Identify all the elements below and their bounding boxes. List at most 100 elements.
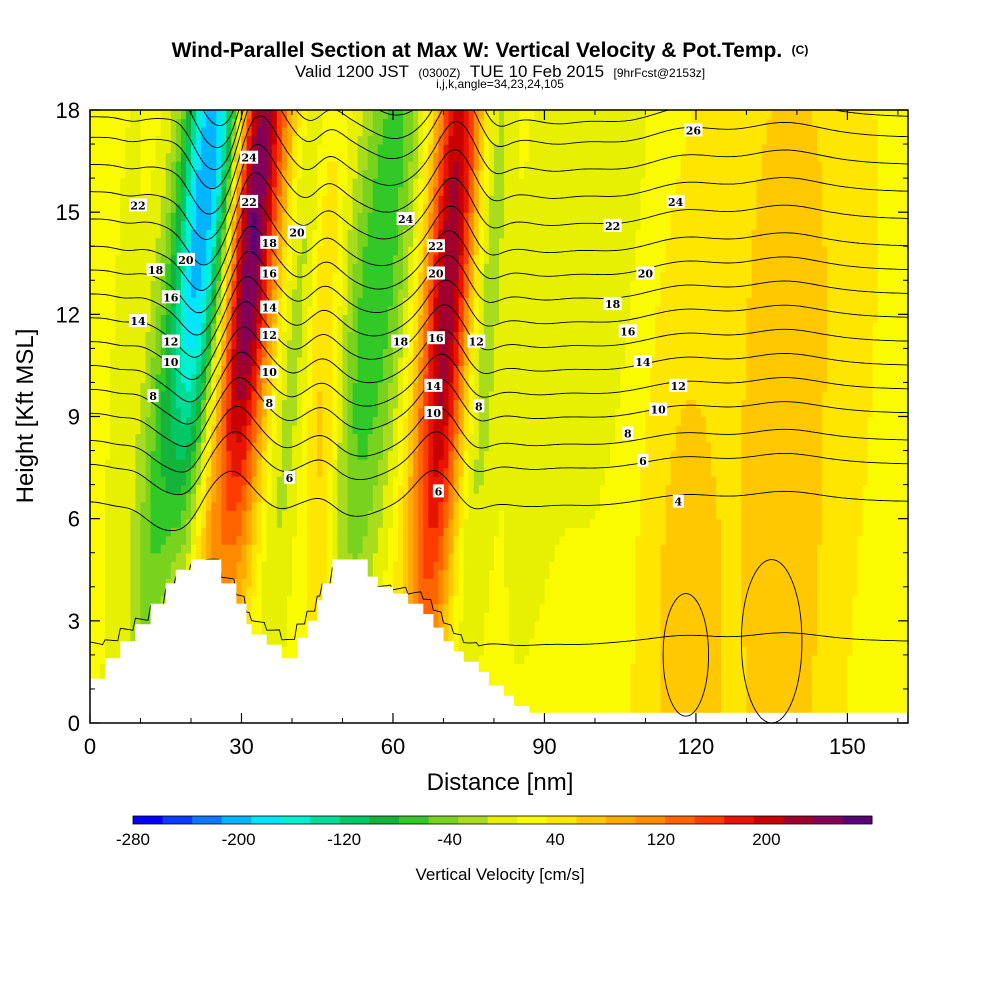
velocity-cell: [372, 118, 384, 128]
velocity-cell: [150, 535, 167, 545]
velocity-cell: [231, 348, 238, 358]
velocity-cell: [291, 433, 303, 443]
colorbar-segment: [310, 816, 341, 824]
velocity-cell: [291, 203, 298, 213]
velocity-cell: [352, 297, 359, 307]
velocity-cell: [382, 433, 394, 443]
colorbar-segment: [665, 816, 696, 824]
velocity-cell: [499, 527, 505, 537]
velocity-cell: [332, 390, 339, 401]
velocity-cell: [817, 629, 854, 639]
velocity-cell: [504, 195, 641, 205]
velocity-cell: [216, 493, 222, 503]
velocity-cell: [847, 671, 908, 682]
velocity-cell: [216, 365, 222, 375]
velocity-cell: [453, 169, 460, 179]
velocity-cell: [817, 135, 879, 145]
velocity-cell: [201, 433, 207, 443]
velocity-cell: [852, 595, 908, 605]
velocity-cell: [286, 322, 293, 332]
velocity-cell: [418, 314, 424, 324]
velocity-cell: [246, 135, 253, 145]
velocity-cell: [90, 654, 106, 664]
contour-label-text: 12: [671, 380, 686, 393]
velocity-cell: [403, 271, 409, 281]
velocity-cell: [342, 348, 349, 358]
velocity-cell: [90, 425, 111, 435]
velocity-cell: [347, 407, 354, 418]
velocity-cell: [443, 535, 450, 545]
contour-label-box: [260, 235, 279, 249]
velocity-cell: [438, 356, 450, 367]
velocity-cell: [433, 144, 440, 154]
velocity-cell: [877, 144, 908, 154]
velocity-cell: [377, 467, 389, 477]
velocity-cell: [185, 246, 192, 256]
velocity-cell: [418, 586, 440, 596]
velocity-cell: [473, 476, 485, 486]
velocity-cell: [261, 356, 268, 367]
velocity-cell: [413, 399, 419, 409]
velocity-cell: [377, 390, 389, 401]
velocity-cell: [342, 203, 354, 213]
velocity-cell: [201, 263, 207, 273]
velocity-cell: [716, 476, 742, 486]
velocity-cell: [185, 280, 192, 290]
velocity-cell: [226, 484, 243, 494]
colorbar-tick-label: 200: [752, 830, 780, 849]
velocity-cell: [458, 322, 465, 332]
velocity-cell: [413, 305, 419, 315]
velocity-cell: [276, 271, 283, 281]
velocity-cell: [423, 144, 429, 154]
velocity-cell: [90, 535, 106, 545]
velocity-cell: [297, 373, 308, 384]
velocity-cell: [246, 186, 253, 196]
velocity-cell: [463, 407, 470, 418]
velocity-cell: [433, 322, 440, 332]
velocity-cell: [483, 331, 495, 341]
velocity-cell: [226, 365, 232, 375]
contour-label-text: 22: [428, 240, 443, 253]
velocity-cell: [387, 450, 399, 460]
velocity-cell: [231, 254, 238, 264]
velocity-cell: [463, 280, 470, 290]
velocity-cell: [206, 271, 212, 281]
velocity-cell: [90, 620, 106, 630]
velocity-cell: [211, 459, 217, 469]
velocity-cell: [635, 552, 662, 562]
velocity-cell: [276, 161, 283, 171]
velocity-cell: [448, 203, 460, 213]
velocity-cell: [433, 348, 440, 358]
colorbar-segment: [133, 816, 164, 824]
velocity-cell: [478, 365, 495, 375]
velocity-cell: [493, 161, 505, 171]
velocity-cell: [140, 561, 172, 571]
contour-label-text: 8: [265, 397, 273, 410]
velocity-cell: [357, 144, 369, 154]
velocity-cell: [468, 135, 475, 145]
velocity-cell: [468, 407, 475, 418]
velocity-cell: [201, 365, 207, 375]
velocity-cell: [337, 399, 344, 409]
velocity-cell: [423, 186, 429, 196]
velocity-cell: [408, 569, 414, 579]
velocity-cell: [473, 212, 480, 222]
velocity-cell: [660, 680, 722, 690]
velocity-cell: [403, 246, 409, 256]
velocity-cell: [231, 118, 238, 128]
velocity-cell: [317, 416, 323, 426]
velocity-cell: [529, 646, 636, 656]
velocity-cell: [716, 484, 742, 494]
velocity-cell: [231, 161, 238, 171]
velocity-cell: [190, 127, 197, 137]
velocity-cell: [337, 476, 349, 486]
velocity-cell: [342, 297, 349, 307]
velocity-cell: [352, 322, 359, 332]
velocity-cell: [362, 110, 374, 120]
velocity-cell: [297, 399, 303, 409]
velocity-cell: [256, 586, 263, 596]
velocity-cell: [403, 561, 409, 571]
velocity-cell: [433, 314, 440, 324]
velocity-cell: [741, 612, 818, 622]
velocity-cell: [307, 552, 328, 562]
